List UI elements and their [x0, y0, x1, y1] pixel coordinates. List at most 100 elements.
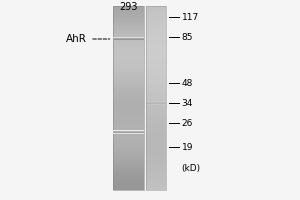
Bar — [146, 162, 166, 163]
Bar — [146, 50, 166, 51]
Bar — [146, 10, 166, 11]
Bar — [146, 55, 166, 56]
Bar — [112, 33, 144, 34]
Bar — [146, 93, 166, 94]
Bar — [146, 132, 166, 133]
Bar — [146, 110, 166, 111]
Bar — [112, 132, 144, 133]
Bar — [112, 104, 144, 105]
Bar — [112, 19, 144, 20]
Bar — [112, 73, 144, 74]
Bar — [112, 115, 144, 116]
Bar — [146, 167, 166, 168]
Bar — [146, 155, 166, 156]
Bar — [112, 26, 144, 27]
Bar — [146, 140, 166, 141]
Bar — [146, 25, 166, 26]
Bar — [146, 163, 166, 164]
Bar — [146, 8, 166, 9]
Bar — [146, 40, 166, 41]
Bar — [112, 170, 144, 171]
Bar — [146, 186, 166, 187]
Bar — [112, 160, 144, 161]
Bar — [112, 61, 144, 62]
Bar — [112, 108, 144, 109]
Bar — [112, 183, 144, 184]
Bar — [146, 67, 166, 68]
Bar — [146, 80, 166, 81]
Bar — [146, 121, 166, 122]
Bar — [146, 148, 166, 149]
Bar — [146, 89, 166, 90]
Bar — [146, 33, 166, 34]
Bar — [112, 8, 144, 9]
Bar — [112, 90, 144, 91]
Bar — [146, 21, 166, 22]
Bar — [146, 137, 166, 138]
Bar — [146, 173, 166, 174]
Bar — [112, 162, 144, 163]
Bar — [146, 179, 166, 180]
Bar — [112, 146, 144, 147]
Bar — [112, 51, 144, 52]
Bar — [112, 179, 144, 180]
Bar — [146, 82, 166, 83]
Bar — [112, 97, 144, 98]
Bar — [112, 135, 144, 136]
Bar — [146, 14, 166, 15]
Bar — [112, 47, 144, 48]
Bar — [146, 15, 166, 16]
Bar — [146, 111, 166, 112]
Bar — [112, 148, 144, 149]
Bar — [146, 96, 166, 97]
Bar — [112, 163, 144, 164]
Bar — [112, 94, 144, 95]
Bar — [146, 28, 166, 29]
Bar — [146, 86, 166, 87]
Bar — [146, 49, 166, 50]
Bar — [112, 65, 144, 66]
Bar — [146, 146, 166, 147]
Bar — [146, 44, 166, 45]
Bar — [146, 182, 166, 183]
Bar — [112, 131, 144, 132]
Bar — [112, 149, 144, 150]
Bar — [112, 113, 144, 114]
Bar — [112, 127, 144, 128]
Bar — [146, 141, 166, 142]
Bar — [112, 86, 144, 87]
Bar — [112, 39, 144, 40]
Text: 117: 117 — [182, 12, 199, 21]
Bar — [146, 45, 166, 46]
Bar — [112, 141, 144, 142]
Bar — [146, 90, 166, 91]
Bar — [112, 77, 144, 78]
Bar — [146, 56, 166, 57]
Text: 85: 85 — [182, 32, 193, 42]
Bar — [146, 119, 166, 120]
Bar — [146, 107, 166, 108]
Bar — [112, 68, 144, 69]
Bar — [112, 54, 144, 55]
Bar — [146, 100, 166, 101]
Bar — [146, 22, 166, 23]
Bar — [112, 168, 144, 169]
Bar — [146, 135, 166, 136]
Bar — [146, 69, 166, 70]
Bar — [112, 84, 144, 85]
Bar — [112, 15, 144, 16]
Bar — [146, 43, 166, 44]
Bar — [112, 133, 144, 134]
Bar — [146, 20, 166, 21]
Bar — [112, 53, 144, 54]
Bar — [146, 136, 166, 137]
Bar — [146, 72, 166, 73]
Bar — [112, 83, 144, 84]
Bar — [112, 21, 144, 22]
Bar — [112, 43, 144, 44]
Bar — [112, 121, 144, 122]
Bar — [112, 188, 144, 189]
Bar — [146, 114, 166, 115]
Bar — [146, 76, 166, 77]
Bar — [146, 46, 166, 47]
